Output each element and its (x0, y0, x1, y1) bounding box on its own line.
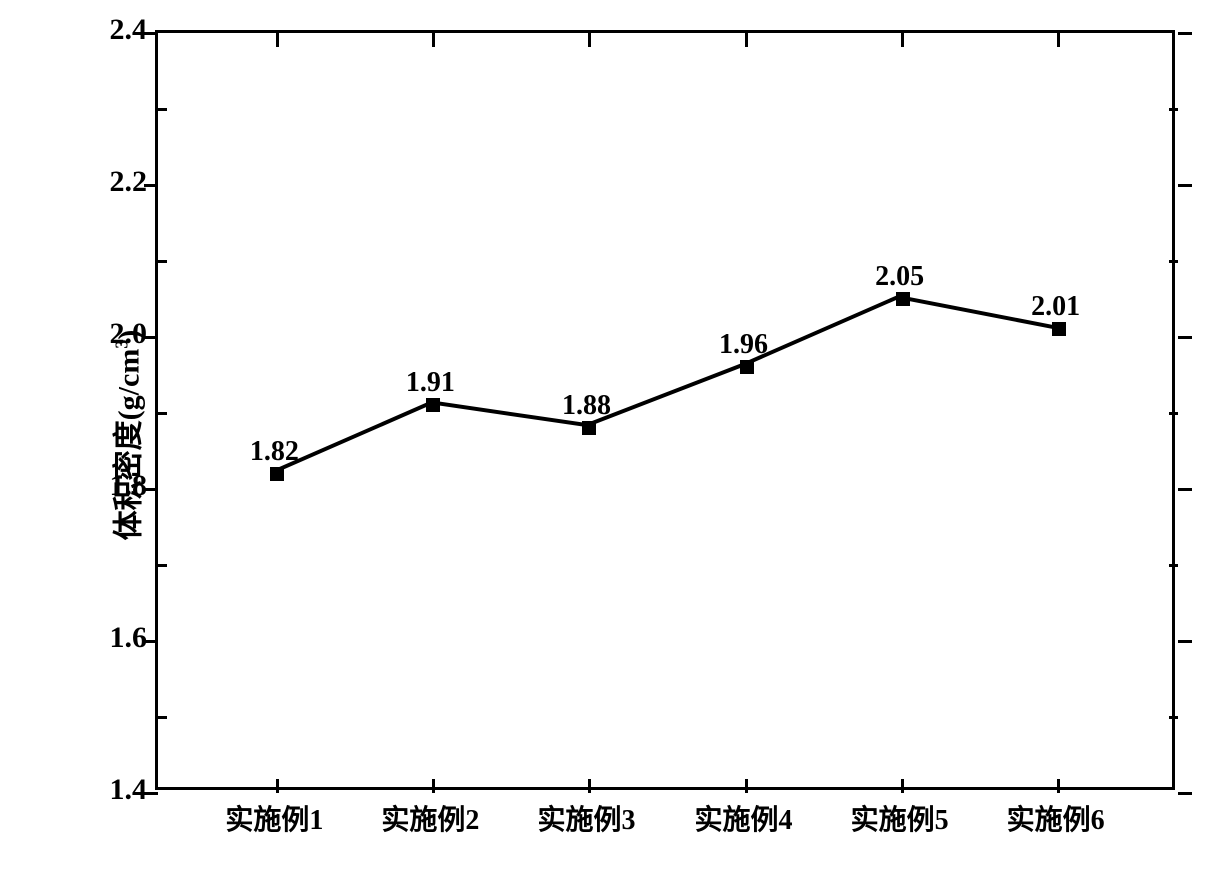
y-axis-label-text: 体积密度(g/cm3) (112, 330, 145, 541)
x-tick-major (1057, 779, 1060, 793)
x-tick-major (745, 779, 748, 793)
x-tick-label: 实施例5 (851, 798, 949, 838)
y-tick-minor (158, 412, 167, 415)
x-tick-major-top (432, 33, 435, 47)
data-line (158, 33, 1172, 787)
y-tick-label: 1.6 (110, 621, 148, 655)
y-tick-label: 2.0 (110, 317, 148, 351)
data-marker (1052, 322, 1066, 336)
y-tick-label: 2.2 (110, 165, 148, 199)
chart-container: 体积密度(g/cm3) 1.4 1.6 1.8 2.0 2.2 2.4 实施例1 1.82 实施… (0, 0, 1211, 870)
y-tick-minor-right (1169, 260, 1178, 263)
y-tick-minor-right (1169, 412, 1178, 415)
y-tick-minor (158, 564, 167, 567)
x-tick-major-top (1057, 33, 1060, 47)
plot-area (155, 30, 1175, 790)
y-tick-minor-right (1169, 564, 1178, 567)
x-tick-major-top (901, 33, 904, 47)
x-tick-label: 实施例1 (225, 798, 323, 838)
data-marker (426, 398, 440, 412)
y-tick-minor-right (1169, 716, 1178, 719)
y-tick-major-right (1178, 488, 1192, 491)
data-value-label: 1.96 (719, 329, 768, 361)
data-value-label: 2.01 (1031, 291, 1080, 323)
y-tick-major-right (1178, 336, 1192, 339)
data-value-label: 1.91 (406, 367, 455, 399)
x-tick-major (901, 779, 904, 793)
x-tick-label: 实施例6 (1007, 798, 1105, 838)
x-tick-major (432, 779, 435, 793)
y-tick-major-right (1178, 184, 1192, 187)
y-tick-major-right (1178, 640, 1192, 643)
data-value-label: 2.05 (875, 261, 924, 293)
x-tick-label: 实施例4 (695, 798, 793, 838)
x-tick-label: 实施例3 (537, 798, 635, 838)
y-axis-label: 体积密度(g/cm3) (103, 330, 147, 541)
x-tick-major-top (745, 33, 748, 47)
x-tick-major (276, 779, 279, 793)
x-tick-label: 实施例2 (381, 798, 479, 838)
data-marker (896, 292, 910, 306)
data-marker (270, 467, 284, 481)
y-tick-minor (158, 108, 167, 111)
y-tick-label: 1.4 (110, 773, 148, 807)
x-tick-major-top (588, 33, 591, 47)
x-tick-major (588, 779, 591, 793)
x-tick-major-top (276, 33, 279, 47)
y-tick-minor-right (1169, 108, 1178, 111)
y-tick-minor (158, 716, 167, 719)
y-tick-major-right (1178, 32, 1192, 35)
y-tick-label: 2.4 (110, 13, 148, 47)
data-value-label: 1.88 (562, 390, 611, 422)
data-value-label: 1.82 (250, 436, 299, 468)
data-marker (582, 421, 596, 435)
data-marker (740, 360, 754, 374)
y-tick-label: 1.8 (110, 469, 148, 503)
y-tick-minor (158, 260, 167, 263)
y-tick-major-right (1178, 792, 1192, 795)
